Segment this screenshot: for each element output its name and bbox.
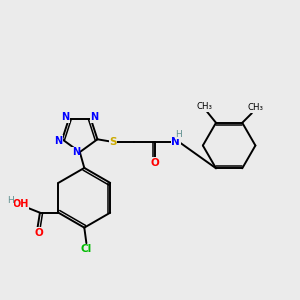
Text: N: N bbox=[91, 112, 99, 122]
Text: OH: OH bbox=[12, 199, 29, 209]
Text: S: S bbox=[109, 137, 117, 147]
Text: H: H bbox=[7, 196, 14, 205]
Text: N: N bbox=[72, 147, 80, 157]
Text: N: N bbox=[171, 137, 180, 147]
Text: Cl: Cl bbox=[81, 244, 92, 254]
Text: CH₃: CH₃ bbox=[196, 102, 212, 111]
Text: H: H bbox=[175, 130, 182, 139]
Text: O: O bbox=[34, 228, 43, 238]
Text: O: O bbox=[151, 158, 160, 168]
Text: N: N bbox=[61, 112, 69, 122]
Text: N: N bbox=[54, 136, 62, 146]
Text: CH₃: CH₃ bbox=[247, 103, 263, 112]
